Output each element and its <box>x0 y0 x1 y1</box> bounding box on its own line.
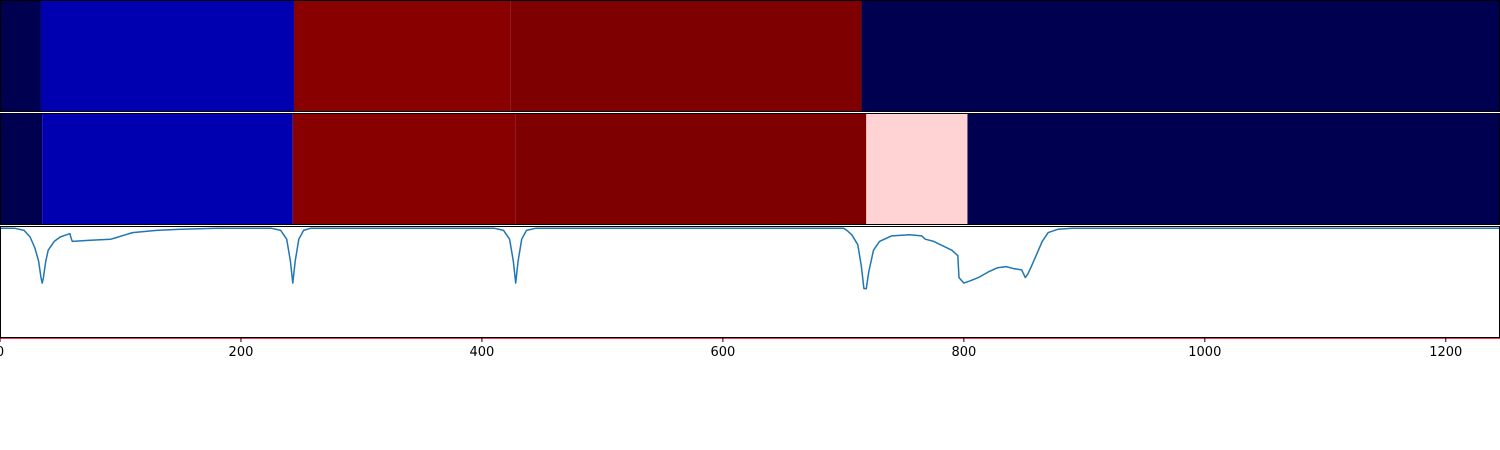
heatmap-segment <box>0 113 43 225</box>
heatmap-segment <box>292 113 516 225</box>
heatmap-segment <box>967 113 1500 225</box>
heatmap-segment <box>515 113 867 225</box>
x-tick-label: 0 <box>0 345 4 360</box>
heatmap-rows <box>0 0 1500 225</box>
heatmap-segment <box>40 0 294 112</box>
x-tick-label: 1000 <box>1188 345 1221 360</box>
heatmap-segment <box>866 113 968 225</box>
heatmap-segment <box>0 0 41 112</box>
x-tick-label: 1200 <box>1429 345 1462 360</box>
data-series-line <box>0 227 1500 290</box>
heatmap-segment <box>293 0 511 112</box>
x-tick-label: 600 <box>710 345 735 360</box>
heatmap-segment <box>510 0 862 112</box>
x-tick-label: 200 <box>229 345 254 360</box>
line-plot-panel <box>0 226 1500 339</box>
x-tick-label: 800 <box>951 345 976 360</box>
plot-background <box>0 226 1500 338</box>
heatmap-segment <box>42 113 293 225</box>
x-tick-label: 400 <box>470 345 495 360</box>
heatmap-segment <box>861 0 1500 112</box>
x-axis: 0 200 400 600 800 1000 1200 <box>0 338 1462 360</box>
